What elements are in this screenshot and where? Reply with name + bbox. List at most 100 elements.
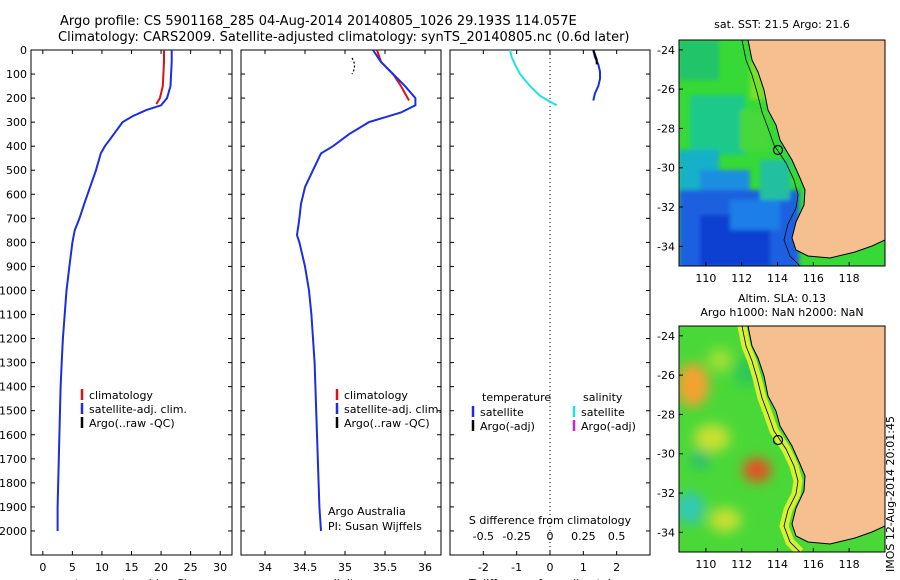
s-axis-label: S difference from climatology (469, 514, 632, 527)
y-tick-label: 1100 (0, 309, 27, 322)
legend-label: satellite (480, 406, 524, 419)
y-tick-label: -26 (657, 369, 675, 382)
series-line (56, 50, 173, 531)
annotation-line: PI: Susan Wijffels (328, 520, 422, 533)
x-tick-label: 110 (695, 558, 716, 571)
plot-frame (240, 49, 442, 556)
y-tick-label: 1300 (0, 357, 27, 370)
sla-title: Altim. SLA: 0.13 (738, 292, 826, 305)
y-tick-label: -34 (657, 526, 675, 539)
sla-axis-ticks: 110 112 114 116 118 -24 -26 -28 -30 -32 -34 (657, 330, 860, 571)
x-tick-label: 2 (613, 561, 620, 574)
header-line-2: Climatology: CARS2009. Satellite-adjuste… (58, 30, 630, 45)
legend-label: Argo(..raw -QC) (89, 417, 175, 430)
y-tick-label: 1500 (0, 405, 27, 418)
temperature-panel: 0100200300400500600700800900100011001200… (0, 44, 233, 580)
x-tick-label: 15 (125, 561, 139, 574)
sla-shelf-contour (741, 326, 801, 552)
y-tick-label: -30 (657, 448, 675, 461)
annotation-line: Argo Australia (328, 505, 406, 518)
x-tick-label: 20 (154, 561, 168, 574)
x-tick-label: 5 (69, 561, 76, 574)
legend-label: satellite-adj. clim. (89, 403, 187, 416)
sst-axis-ticks: 110 112 114 116 118 -24 -26 -28 -30 -32 -34 (657, 44, 860, 285)
x-tick-label: 114 (767, 558, 788, 571)
y-tick-label: -32 (657, 487, 675, 500)
x-tick-label: 10 (95, 561, 109, 574)
legend-label: climatology (344, 389, 408, 402)
x-tick-label: 114 (767, 272, 788, 285)
y-tick-label: 1400 (0, 381, 27, 394)
y-tick-label: 900 (6, 260, 27, 273)
x-tick-label: 116 (803, 272, 824, 285)
legend-header: salinity (583, 391, 623, 404)
x-tick-label: 116 (803, 558, 824, 571)
y-tick-label: 1800 (0, 477, 27, 490)
series-line (592, 49, 598, 65)
s-tick-label: 0 (547, 530, 554, 543)
x-tick-label: -2 (478, 561, 489, 574)
s-tick-label: 0.5 (608, 530, 626, 543)
x-tick-label: 30 (213, 561, 227, 574)
y-tick-label: 0 (20, 44, 27, 57)
s-tick-label: -0.5 (473, 530, 494, 543)
plot-frame (30, 49, 233, 556)
series-line (295, 49, 417, 532)
sla-land (747, 326, 885, 545)
series-line (155, 50, 165, 105)
series-line (509, 49, 558, 107)
sla-field (679, 348, 771, 532)
y-tick-label: 1000 (0, 284, 27, 297)
x-axis-label: T difference from climatology (468, 577, 631, 580)
y-tick-label: -24 (657, 44, 675, 57)
legend-label: Argo(-adj) (581, 420, 636, 433)
s-tick-label: 0.25 (571, 530, 596, 543)
legend-label: climatology (89, 389, 153, 402)
legend-label: Argo(-adj) (480, 420, 535, 433)
sst-map-frame (678, 39, 886, 267)
y-tick-label: -26 (657, 83, 675, 96)
y-tick-label: 1200 (0, 333, 27, 346)
y-tick-label: 1900 (0, 501, 27, 514)
x-axis-label: salinity (321, 577, 361, 580)
x-tick-label: -1 (511, 561, 522, 574)
sla-subtitle: Argo h1000: NaN h2000: NaN (700, 306, 863, 319)
y-tick-label: -28 (657, 408, 675, 421)
x-tick-label: 34.5 (293, 561, 318, 574)
sst-title: sat. SST: 21.5 Argo: 21.6 (714, 18, 850, 31)
x-tick-label: 112 (731, 272, 752, 285)
y-tick-label: 600 (6, 188, 27, 201)
x-tick-label: 110 (695, 272, 716, 285)
figure-header: Argo profile: CS 5901168_285 04-Aug-2014… (0, 0, 660, 46)
legend-label: satellite-adj. clim. (344, 403, 442, 416)
y-tick-label: 300 (6, 116, 27, 129)
y-tick-label: -30 (657, 162, 675, 175)
legend-label: satellite (581, 406, 625, 419)
y-tick-label: 200 (6, 92, 27, 105)
y-tick-label: -24 (657, 330, 675, 343)
y-tick-label: 700 (6, 212, 27, 225)
sst-shelf-contour (741, 40, 801, 266)
x-tick-label: 118 (839, 558, 860, 571)
argo-raw-line (351, 57, 356, 75)
x-tick-label: 1 (580, 561, 587, 574)
sst-land (747, 40, 885, 259)
y-tick-label: -34 (657, 240, 675, 253)
x-tick-label: 36 (418, 561, 432, 574)
sla-map-frame (678, 325, 886, 553)
y-tick-label: 500 (6, 164, 27, 177)
x-axis-label: temperature (deg C) (75, 577, 188, 580)
legend-header: temperature (482, 391, 551, 404)
x-tick-label: 0 (547, 561, 554, 574)
sst-map: 110 112 114 116 118 -24 -26 -28 -30 -32 -34 sat. S… (657, 18, 886, 285)
x-tick-label: 35 (338, 561, 352, 574)
y-tick-label: -28 (657, 122, 675, 135)
y-tick-label: 1700 (0, 453, 27, 466)
s-tick-label: -0.25 (502, 530, 530, 543)
y-tick-label: -32 (657, 201, 675, 214)
x-tick-label: 0 (39, 561, 46, 574)
sla-map: 110 112 114 116 118 -24 -26 -28 -30 -32 -34 Altim.… (657, 292, 886, 571)
salinity-panel: 34 34.5 35 35.5 36 salinity climatologysatelli… (240, 49, 442, 580)
legend-label: Argo(..raw -QC) (344, 417, 430, 430)
